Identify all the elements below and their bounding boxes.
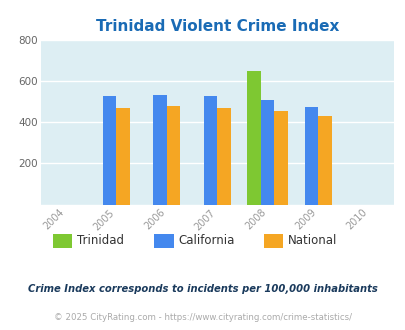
Bar bbox=[247, 71, 260, 205]
Bar bbox=[153, 95, 166, 205]
Text: © 2025 CityRating.com - https://www.cityrating.com/crime-statistics/: © 2025 CityRating.com - https://www.city… bbox=[54, 314, 351, 322]
Bar bbox=[318, 116, 331, 205]
Bar bbox=[166, 106, 180, 205]
Title: Trinidad Violent Crime Index: Trinidad Violent Crime Index bbox=[95, 19, 338, 34]
Bar bbox=[304, 107, 318, 205]
Bar bbox=[102, 96, 116, 205]
Text: Crime Index corresponds to incidents per 100,000 inhabitants: Crime Index corresponds to incidents per… bbox=[28, 284, 377, 294]
Text: California: California bbox=[178, 234, 234, 247]
Bar bbox=[203, 96, 217, 205]
Bar bbox=[217, 108, 230, 205]
Text: Trinidad: Trinidad bbox=[77, 234, 124, 247]
Bar bbox=[260, 100, 274, 205]
Bar bbox=[274, 111, 288, 205]
Bar bbox=[116, 108, 130, 205]
Text: National: National bbox=[288, 234, 337, 247]
